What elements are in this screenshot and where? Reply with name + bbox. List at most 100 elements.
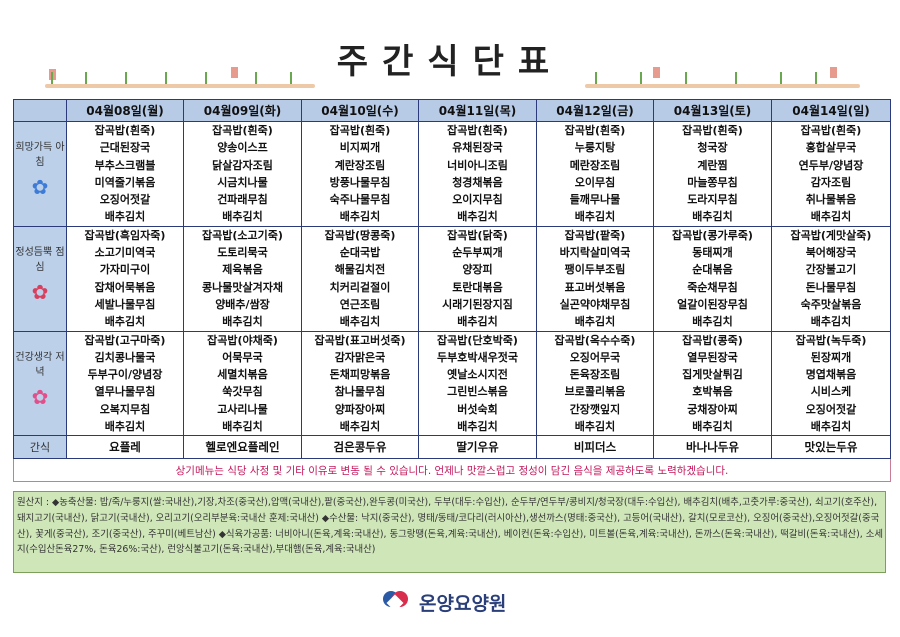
menu-item: 잡곡밥(흰죽) bbox=[800, 124, 862, 137]
menu-item: 배추김치 bbox=[692, 315, 733, 329]
menu-cell: 잡곡밥(표고버섯죽) 감자맑은국 돈채피망볶음 참나물무침 양파장아찌 배추김치 bbox=[301, 330, 419, 437]
menu-item: 배추김치 bbox=[574, 315, 616, 329]
menu-item: 김치콩나물국 bbox=[94, 350, 156, 364]
menu-item: 배추김치 bbox=[692, 210, 733, 224]
menu-item: 잡곡밥(단호박죽) bbox=[437, 333, 518, 347]
notice-text: 상기메뉴는 식당 사정 및 기타 이유로 변동 될 수 있습니다. 언제나 맛깔… bbox=[13, 458, 891, 483]
menu-item: 잡곡밥(팥죽) bbox=[564, 228, 626, 242]
menu-item: 계란찜 bbox=[697, 158, 728, 172]
menu-item: 잡곡밥(표고버섯죽) bbox=[314, 333, 406, 347]
menu-item: 연근조림 bbox=[339, 297, 381, 311]
menu-item: 배추김치 bbox=[574, 210, 616, 224]
menu-cell: 잡곡밥(옥수수죽) 오징어무국 돈육장조림 브로콜리볶음 간장깻잎지 배추김치 bbox=[536, 330, 654, 437]
menu-cell: 잡곡밥(녹두죽) 된장찌개 명엽채볶음 시비스케 오징어젓갈 배추김치 bbox=[771, 330, 891, 437]
menu-item: 잡곡밥(소고기죽) bbox=[202, 228, 283, 242]
menu-item: 배추김치 bbox=[457, 315, 498, 329]
menu-item: 콩나물맛살겨자채 bbox=[202, 280, 283, 294]
menu-cell: 잡곡밥(콩죽) 열무된장국 집게맛살튀김 호박볶음 궁채장아찌 배추김치 bbox=[653, 330, 772, 437]
menu-item: 세멸치볶음 bbox=[217, 368, 268, 382]
menu-item: 간장불고기 bbox=[805, 263, 857, 277]
date-header: 04월08일(월) bbox=[66, 99, 184, 122]
menu-item: 잡곡밥(흑임자죽) bbox=[84, 228, 166, 242]
menu-item: 양배추/쌈장 bbox=[215, 297, 270, 311]
menu-item: 브로콜리볶음 bbox=[564, 385, 626, 399]
menu-item: 너비아니조림 bbox=[447, 158, 508, 172]
menu-item: 배추김치 bbox=[104, 210, 146, 224]
date-header: 04월13일(토) bbox=[653, 99, 772, 122]
menu-item: 간장깻잎지 bbox=[569, 402, 621, 416]
right-flower-decoration bbox=[585, 48, 860, 88]
date-header-row: 04월08일(월) 04월09일(화) 04월10일(수) 04월11일(목) … bbox=[13, 99, 891, 122]
menu-item: 소고기미역국 bbox=[94, 246, 156, 260]
menu-item: 시비스케 bbox=[810, 385, 852, 399]
menu-item: 감자조림 bbox=[810, 175, 852, 189]
snack-item: 바나나두유 bbox=[653, 435, 772, 460]
menu-item: 세발나물무침 bbox=[94, 297, 156, 311]
menu-item: 누룽지탕 bbox=[574, 141, 616, 155]
menu-item: 순두부찌개 bbox=[452, 246, 503, 260]
menu-item: 참나물무침 bbox=[334, 385, 386, 399]
menu-item: 쑥갓무침 bbox=[222, 385, 263, 399]
menu-item: 마늘쫑무침 bbox=[687, 175, 738, 189]
meal-label-text: 정성듬뿍 점심 bbox=[15, 246, 65, 273]
menu-item: 잡곡밥(흰죽) bbox=[564, 124, 626, 137]
menu-item: 건파래무침 bbox=[217, 193, 268, 207]
meal-label-lunch: 정성듬뿍 점심 ✿ bbox=[13, 225, 67, 332]
menu-cell: 잡곡밥(팥죽) 바지락살미역국 팽이두부조림 표고버섯볶음 실곤약야채무침 배추김치 bbox=[536, 225, 654, 332]
menu-item: 잡곡밥(야채죽) bbox=[207, 333, 278, 347]
snack-item: 맛있는두유 bbox=[771, 435, 891, 460]
menu-item: 돈육장조림 bbox=[569, 368, 621, 382]
menu-cell: 잡곡밥(고구마죽) 김치콩나물국 두부구이/양념장 열무나물무침 오복지무침 배추김치 bbox=[66, 330, 184, 437]
menu-cell: 잡곡밥(단호박죽) 두부호박새우젓국 옛날소시지전 그린빈스볶음 버섯숙회 배추김치 bbox=[418, 330, 537, 437]
brand-logo: 온양요양원 bbox=[381, 585, 561, 617]
menu-cell: 잡곡밥(흰죽) 홍합살무국 연두부/양념장 감자조림 취나물볶음 배추김치 bbox=[771, 121, 891, 227]
snack-item: 요플레 bbox=[66, 435, 184, 460]
menu-cell: 잡곡밥(야채죽) 어묵무국 세멸치볶음 쑥갓무침 고사리나물 배추김치 bbox=[183, 330, 302, 437]
heart-logo-icon bbox=[381, 587, 411, 615]
menu-item: 오징어젓갈 bbox=[805, 402, 857, 416]
menu-item: 도라지무침 bbox=[687, 193, 738, 207]
menu-item: 오이무침 bbox=[574, 175, 616, 189]
menu-item: 배추김치 bbox=[104, 315, 146, 329]
menu-cell: 잡곡밥(게맛살죽) 북어해장국 간장불고기 돈나물무침 숙주맛살볶음 배추김치 bbox=[771, 225, 891, 332]
header-corner bbox=[13, 99, 67, 122]
brand-name: 온양요양원 bbox=[419, 593, 507, 615]
menu-item: 비지찌개 bbox=[339, 141, 381, 155]
menu-item: 배추김치 bbox=[810, 315, 852, 329]
meal-label-dinner: 건강생각 저녁 ✿ bbox=[13, 330, 67, 437]
menu-item: 잡곡밥(흰죽) bbox=[682, 124, 743, 137]
snack-item: 딸기우유 bbox=[418, 435, 537, 460]
menu-item: 실곤약야채무침 bbox=[559, 297, 631, 311]
menu-item: 열무된장국 bbox=[687, 350, 738, 364]
menu-item: 궁채장아찌 bbox=[687, 402, 738, 416]
menu-item: 계란장조림 bbox=[334, 158, 386, 172]
menu-item: 오징어무국 bbox=[569, 350, 621, 364]
menu-item: 배추김치 bbox=[339, 315, 381, 329]
menu-item: 양파장아찌 bbox=[334, 402, 386, 416]
menu-item: 제육볶음 bbox=[222, 263, 263, 277]
menu-item: 배추김치 bbox=[222, 420, 263, 434]
menu-item: 오징어젓갈 bbox=[99, 193, 151, 207]
menu-item: 순대볶음 bbox=[692, 263, 733, 277]
menu-item: 두부호박새우젓국 bbox=[437, 350, 518, 364]
menu-item: 시금치나물 bbox=[217, 175, 268, 189]
menu-item: 홍합살무국 bbox=[805, 141, 857, 155]
weekly-menu-table: 04월08일(월) 04월09일(화) 04월10일(수) 04월11일(목) … bbox=[13, 99, 891, 483]
menu-item: 메란장조림 bbox=[569, 158, 621, 172]
menu-item: 명엽채볶음 bbox=[805, 368, 857, 382]
menu-item: 배추김치 bbox=[810, 210, 852, 224]
menu-cell: 잡곡밥(콩가루죽) 동태찌개 순대볶음 죽순채무침 얼갈이된장무침 배추김치 bbox=[653, 225, 772, 332]
menu-item: 어묵무국 bbox=[222, 350, 263, 364]
menu-item: 돈나물무침 bbox=[805, 280, 857, 294]
menu-cell: 잡곡밥(닭죽) 순두부찌개 양장피 토란대볶음 시래기된장지짐 배추김치 bbox=[418, 225, 537, 332]
snack-item: 검은콩두유 bbox=[301, 435, 419, 460]
menu-item: 잡곡밥(땅콩죽) bbox=[324, 228, 396, 242]
menu-item: 북어해장국 bbox=[805, 246, 857, 260]
menu-item: 오이지무침 bbox=[452, 193, 503, 207]
menu-item: 감자맑은국 bbox=[334, 350, 386, 364]
menu-item: 양장피 bbox=[462, 263, 493, 277]
menu-item: 배추김치 bbox=[457, 420, 498, 434]
menu-item: 배추김치 bbox=[222, 210, 263, 224]
menu-cell: 잡곡밥(흰죽) 누룽지탕 메란장조림 오이무침 들깨무나물 배추김치 bbox=[536, 121, 654, 227]
menu-item: 집게맛살튀김 bbox=[682, 368, 743, 382]
